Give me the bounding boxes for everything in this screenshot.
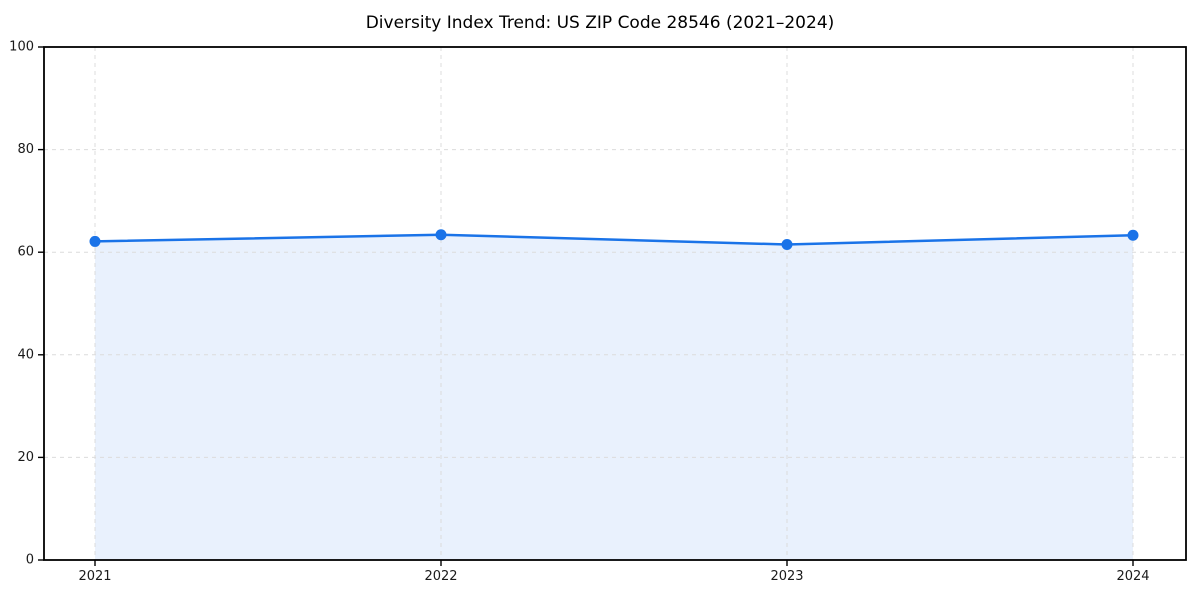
area-fill <box>95 234 1133 560</box>
y-tick-label: 40 <box>17 347 34 362</box>
x-tick-label: 2023 <box>770 569 803 584</box>
data-point-2024 <box>1127 229 1139 241</box>
x-tick-label: 2022 <box>424 569 457 584</box>
chart-title: Diversity Index Trend: US ZIP Code 28546… <box>365 13 835 33</box>
y-tick-label: 100 <box>9 40 34 55</box>
x-tick-label: 2021 <box>78 569 111 584</box>
y-tick-label: 80 <box>17 142 34 157</box>
plot-frame <box>43 46 1187 561</box>
x-tick-label: 2024 <box>1116 569 1149 584</box>
data-point-2023 <box>781 239 793 251</box>
data-point-2022 <box>435 229 447 241</box>
data-point-2021 <box>89 235 101 247</box>
trend-line <box>93 233 1135 246</box>
y-tick-label: 20 <box>17 450 34 465</box>
y-tick-label: 60 <box>17 245 34 260</box>
y-tick-label: 0 <box>26 553 34 568</box>
